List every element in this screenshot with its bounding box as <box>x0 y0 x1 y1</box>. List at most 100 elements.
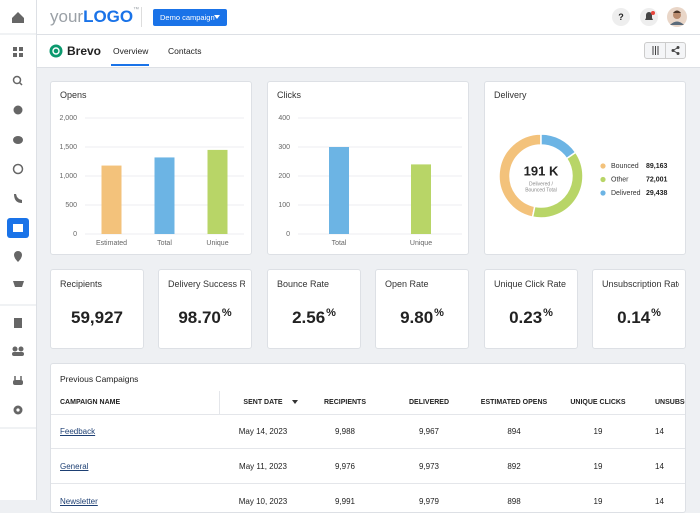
bar-chart: 0100200300400TotalUnique <box>268 82 469 255</box>
y-tick-label: 0 <box>286 231 290 238</box>
campaign-button[interactable]: Demo campaign <box>153 9 227 26</box>
sidebar-icons <box>0 0 36 500</box>
campaign-button-label: Demo campaign <box>160 13 215 22</box>
tab-contacts[interactable]: Contacts <box>168 46 202 56</box>
kpi-card: Bounce Rate 2.56% <box>267 269 361 349</box>
table-cell: 14 <box>655 497 664 506</box>
table-cell: 19 <box>538 497 658 506</box>
kpi-number: 2.56 <box>292 308 325 327</box>
bar-chart: 05001,0001,5002,000EstimatedTotalUnique <box>51 82 252 255</box>
kpi-label: Open Rate <box>385 279 462 289</box>
page: yourLOGO™ Demo campaign ? Brevo Overview… <box>0 0 700 500</box>
kpi-number: 0.23 <box>509 308 542 327</box>
kpi-label: Bounce Rate <box>277 279 354 289</box>
column-header[interactable]: UNSUBSCRIPTIONS <box>655 399 686 406</box>
help-label: ? <box>618 12 624 22</box>
table-title: Previous Campaigns <box>60 374 138 384</box>
donut-center-label: 191 K <box>524 163 559 178</box>
kpi-number: 98.70 <box>178 308 221 327</box>
kpi-unit: % <box>434 307 444 319</box>
bar <box>102 166 122 234</box>
legend-value: 72,001 <box>646 176 668 183</box>
notifications-button[interactable] <box>640 8 658 26</box>
whatsapp-icon[interactable] <box>14 165 23 174</box>
view-buttons[interactable] <box>644 42 686 59</box>
y-tick-label: 200 <box>278 173 290 180</box>
logo[interactable]: yourLOGO™ <box>50 7 139 27</box>
home-icon[interactable] <box>12 12 24 23</box>
kpi-value: 59,927 <box>51 308 143 328</box>
campaigns-table: Previous Campaigns CAMPAIGN NAMESENT DAT… <box>50 363 686 513</box>
kpi-unit: % <box>543 307 553 319</box>
kpi-unit: % <box>651 307 661 319</box>
donut-chart: 191 KDelivered /Bounced TotalBounced89,1… <box>485 82 686 255</box>
kpi-label: Unique Click Rate <box>494 279 571 289</box>
donut-center-sublabel: Bounced Total <box>525 187 557 193</box>
logo-mark: ™ <box>133 7 139 13</box>
row-separator <box>51 448 685 449</box>
x-tick-label: Unique <box>206 240 228 247</box>
sort-arrow[interactable] <box>292 400 298 404</box>
bar <box>329 147 349 234</box>
report-icon[interactable] <box>14 318 22 328</box>
y-tick-label: 500 <box>65 202 77 209</box>
logo-main: LOGO <box>83 7 133 26</box>
y-tick-label: 1,000 <box>59 173 77 180</box>
y-tick-label: 300 <box>278 144 290 151</box>
table-cell: 19 <box>538 427 658 436</box>
tab-overview[interactable]: Overview <box>113 46 148 56</box>
clicks-card: Clicks 0100200300400TotalUnique <box>267 81 469 255</box>
kpi-value: 2.56% <box>268 308 360 328</box>
plug-icon[interactable] <box>13 380 23 385</box>
search-icon[interactable] <box>14 77 21 84</box>
grid-icon[interactable] <box>13 47 17 51</box>
y-tick-label: 1,500 <box>59 144 77 151</box>
table-cell: 14 <box>655 462 664 471</box>
kpi-card: Open Rate 9.80% <box>375 269 469 349</box>
kpi-number: 59,927 <box>71 308 123 327</box>
help-button[interactable]: ? <box>612 8 630 26</box>
users-icon[interactable] <box>13 347 18 352</box>
logo-prefix: your <box>50 7 83 26</box>
kpi-unit: % <box>326 307 336 319</box>
delivery-card: Delivery 191 KDelivered /Bounced TotalBo… <box>484 81 686 255</box>
x-tick-label: Total <box>332 240 347 247</box>
bar <box>411 164 431 234</box>
table-cell: 14 <box>655 427 664 436</box>
cart-icon[interactable] <box>13 281 24 287</box>
donut-segment <box>541 134 576 158</box>
top-bar: yourLOGO™ Demo campaign ? <box>37 0 700 35</box>
bar <box>208 150 228 234</box>
opens-card: Opens 05001,0001,5002,000EstimatedTotalU… <box>50 81 252 255</box>
x-tick-label: Total <box>157 240 172 247</box>
kpi-label: Delivery Success R... <box>168 279 245 289</box>
phone-icon[interactable] <box>14 194 22 203</box>
kpi-value: 9.80% <box>376 308 468 328</box>
column-header[interactable]: UNIQUE CLICKS <box>538 399 658 406</box>
y-tick-label: 400 <box>278 115 290 122</box>
legend-label: Delivered <box>611 190 641 197</box>
kpi-card: Recipients 59,927 <box>50 269 144 349</box>
legend-swatch <box>600 190 605 195</box>
legend-value: 89,163 <box>646 163 668 170</box>
kpi-card: Unsubscription Rate0.14% <box>592 269 686 349</box>
chat-icon[interactable] <box>13 136 23 144</box>
legend-swatch <box>600 177 605 182</box>
caret <box>214 15 222 21</box>
kpi-number: 0.14 <box>617 308 650 327</box>
kpi-label: Recipients <box>60 279 137 289</box>
legend-value: 29,438 <box>646 190 668 197</box>
avatar[interactable] <box>667 7 687 27</box>
campaign-link[interactable]: General <box>60 462 88 471</box>
column-header[interactable]: CAMPAIGN NAME <box>60 399 120 406</box>
campaign-link[interactable]: Feedback <box>60 427 95 436</box>
brand-name: Brevo <box>67 44 101 58</box>
legend-label: Bounced <box>611 163 639 170</box>
bar <box>155 157 175 234</box>
campaign-link[interactable]: Newsletter <box>60 497 98 506</box>
row-separator <box>51 414 685 415</box>
legend-swatch <box>600 163 605 168</box>
location-icon[interactable] <box>14 251 22 262</box>
kpi-number: 9.80 <box>400 308 433 327</box>
pie-icon[interactable] <box>14 106 23 115</box>
